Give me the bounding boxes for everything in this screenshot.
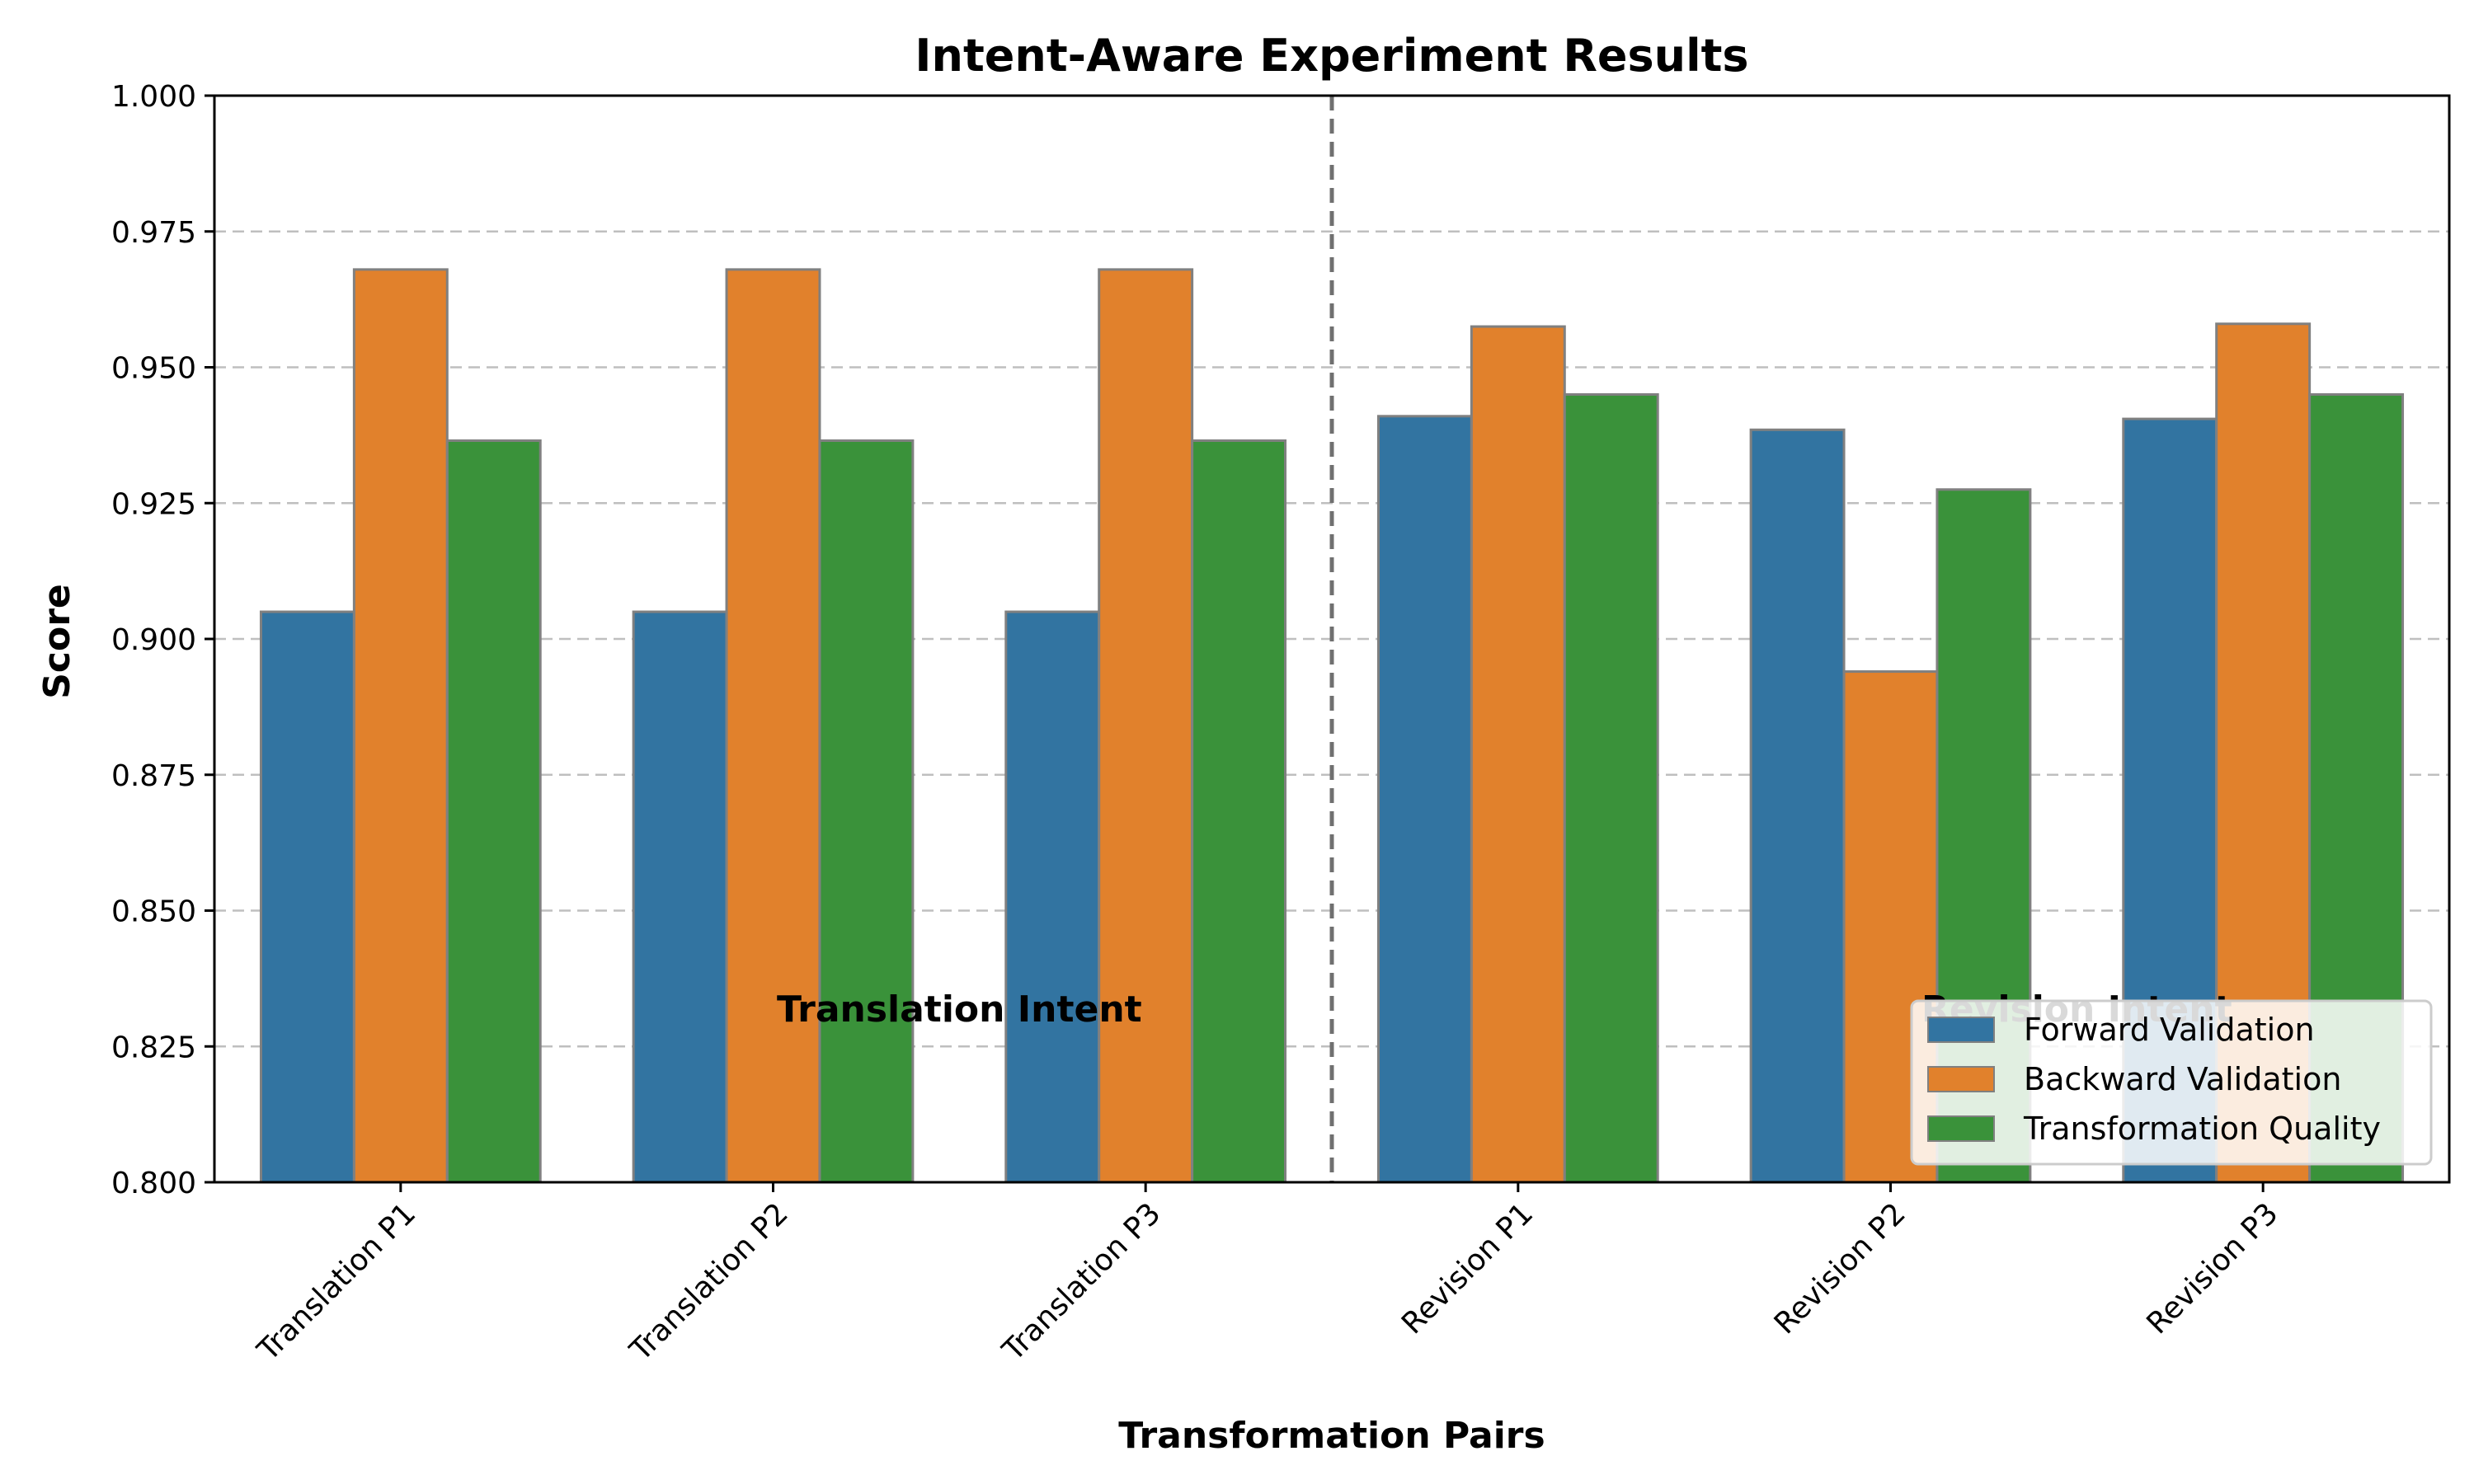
bar xyxy=(1376,415,1473,1184)
x-tick-label: Translation P1 xyxy=(251,1196,422,1368)
y-tick-label: 0.800 xyxy=(111,1167,196,1200)
y-tick-label: 0.950 xyxy=(111,352,196,386)
y-tick-label: 0.900 xyxy=(111,623,196,657)
bar xyxy=(1563,392,1659,1184)
y-tick-label: 0.975 xyxy=(111,216,196,250)
bar xyxy=(725,268,821,1184)
legend-label: Backward Validation xyxy=(2024,1061,2341,1097)
legend-swatch xyxy=(1927,1017,1995,1043)
legend-swatch xyxy=(1927,1115,1995,1142)
chart-title: Intent-Aware Experiment Results xyxy=(915,30,1748,82)
bar xyxy=(1004,610,1101,1184)
x-tick-label: Translation P2 xyxy=(623,1196,795,1368)
legend: Forward Validation Backward Validation Tra… xyxy=(1910,999,2433,1166)
legend-box xyxy=(1910,999,2433,1166)
bar xyxy=(259,610,355,1184)
intent-annotation: Translation Intent xyxy=(777,989,1142,1031)
y-tick-label: 0.875 xyxy=(111,759,196,793)
y-axis: 0.800 0.825 0.850 0.875 0.900 0.925 0.950 0.975… xyxy=(111,80,214,1200)
bar xyxy=(352,268,449,1184)
x-axis-label: Transformation Pairs xyxy=(1118,1415,1545,1457)
y-tick-label: 0.850 xyxy=(111,895,196,929)
legend-label: Forward Validation xyxy=(2024,1012,2315,1048)
bar xyxy=(818,439,915,1184)
x-tick-label: Translation P3 xyxy=(995,1196,1167,1368)
bar xyxy=(632,610,728,1184)
legend-swatch xyxy=(1927,1066,1995,1092)
x-tick-label: Revision P2 xyxy=(1768,1196,1912,1341)
y-tick-label: 0.925 xyxy=(111,487,196,521)
bar xyxy=(1749,428,1846,1184)
x-tick-label: Revision P1 xyxy=(1395,1196,1540,1341)
bar xyxy=(445,439,542,1184)
legend-label: Transformation Quality xyxy=(2023,1111,2381,1147)
bars xyxy=(259,268,2405,1184)
bar xyxy=(1470,325,1566,1184)
y-tick-label: 1.000 xyxy=(111,80,196,114)
bar xyxy=(1098,268,1194,1184)
y-tick-label: 0.825 xyxy=(111,1031,196,1064)
y-axis-label: Score xyxy=(36,584,78,699)
x-tick-label: Revision P3 xyxy=(2141,1196,2285,1341)
bar xyxy=(1191,439,1287,1184)
x-axis: Translation P1 Translation P2 Translation … xyxy=(251,1182,2285,1368)
